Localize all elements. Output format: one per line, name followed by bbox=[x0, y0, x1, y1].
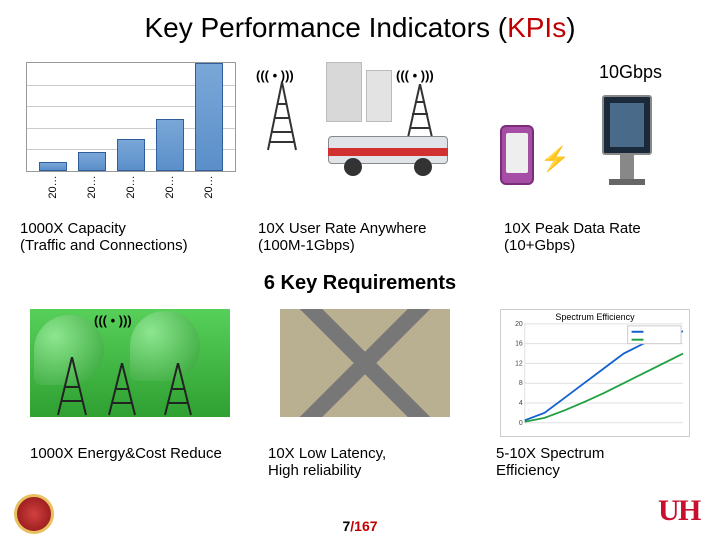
section-title: 6 Key Requirements bbox=[0, 272, 720, 295]
tower-icon bbox=[52, 357, 92, 417]
title-kpis: KPIs bbox=[507, 12, 566, 43]
kpi-5-sub: High reliability bbox=[268, 462, 496, 479]
title-pre: Key Performance Indicators ( bbox=[144, 12, 507, 43]
title-post: ) bbox=[566, 12, 575, 43]
capacity-bar-chart: 20… 20… 20… 20… 20… bbox=[20, 62, 236, 172]
row-1-captions: 1000X Capacity (Traffic and Connections)… bbox=[0, 192, 720, 254]
intersection-illustration bbox=[280, 309, 450, 417]
building-icon bbox=[326, 62, 362, 122]
phone-icon bbox=[500, 125, 534, 185]
xlabel-1: 20… bbox=[86, 173, 98, 201]
xlabel-0: 20… bbox=[47, 173, 59, 201]
kpi-2-sub: (100M-1Gbps) bbox=[258, 237, 504, 254]
kpi-6-title: 5-10X Spectrum bbox=[496, 445, 690, 462]
xlabel-4: 20… bbox=[203, 173, 215, 201]
xlabel-2: 20… bbox=[125, 173, 137, 201]
signal-icon: ((( • ))) bbox=[256, 68, 294, 83]
bars bbox=[27, 63, 235, 171]
svg-text:0: 0 bbox=[519, 420, 523, 427]
kpi-3-title: 10X Peak Data Rate bbox=[504, 220, 700, 237]
signal-icon: ((( • ))) bbox=[94, 313, 132, 328]
bar-0 bbox=[39, 162, 67, 171]
city-scene-illustration: ((( • ))) ((( • ))) bbox=[246, 62, 466, 192]
svg-text:16: 16 bbox=[515, 341, 523, 348]
svg-text:4: 4 bbox=[519, 400, 523, 407]
svg-text:20: 20 bbox=[515, 321, 523, 328]
tower-icon bbox=[104, 363, 140, 417]
uh-logo-icon: U H bbox=[658, 496, 706, 530]
signal-icon: ((( • ))) bbox=[396, 68, 434, 83]
kpi-1-sub: (Traffic and Connections) bbox=[20, 237, 258, 254]
bar-3 bbox=[156, 119, 184, 171]
tower-icon bbox=[160, 363, 196, 417]
kpi-3-sub: (10+Gbps) bbox=[504, 237, 700, 254]
bar-2 bbox=[117, 139, 145, 171]
row-2-graphics: ((( • ))) Spectrum Efficiency 048 121620 bbox=[0, 295, 720, 437]
university-seal-icon bbox=[14, 494, 54, 534]
green-energy-illustration: ((( • ))) bbox=[30, 309, 230, 417]
xlabel-3: 20… bbox=[164, 173, 176, 201]
kpi-1-title: 1000X Capacity bbox=[20, 220, 258, 237]
svg-text:8: 8 bbox=[519, 380, 523, 387]
peak-rate-graphic: 10Gbps ⚡ bbox=[466, 62, 686, 185]
spectrum-svg: 0 4 8 12 16 20 bbox=[501, 310, 689, 437]
bar-1 bbox=[78, 152, 106, 171]
kiosk-icon bbox=[602, 95, 652, 185]
page-total: 167 bbox=[354, 518, 377, 534]
kpi-6-sub: Efficiency bbox=[496, 462, 690, 479]
spectrum-efficiency-chart: Spectrum Efficiency 048 121620 bbox=[500, 309, 690, 437]
bar-4 bbox=[195, 63, 223, 171]
svg-text:12: 12 bbox=[515, 360, 523, 367]
building-icon bbox=[366, 70, 392, 122]
kpi-4-title: 1000X Energy&Cost Reduce bbox=[30, 445, 268, 479]
ambulance-icon bbox=[328, 128, 448, 176]
row-1-graphics: 20… 20… 20… 20… 20… ((( • ))) ((( • ))) … bbox=[0, 62, 720, 192]
tower-icon bbox=[262, 82, 302, 152]
page-footer: 7/167 bbox=[0, 518, 720, 534]
slide-title: Key Performance Indicators (KPIs) bbox=[0, 0, 720, 44]
kpi-5-title: 10X Low Latency, bbox=[268, 445, 496, 462]
kpi-2-title: 10X User Rate Anywhere bbox=[258, 220, 504, 237]
gbps-label: 10Gbps bbox=[466, 62, 686, 83]
bolt-icon: ⚡ bbox=[540, 145, 570, 174]
row-2-captions: 1000X Energy&Cost Reduce 10X Low Latency… bbox=[0, 437, 720, 479]
